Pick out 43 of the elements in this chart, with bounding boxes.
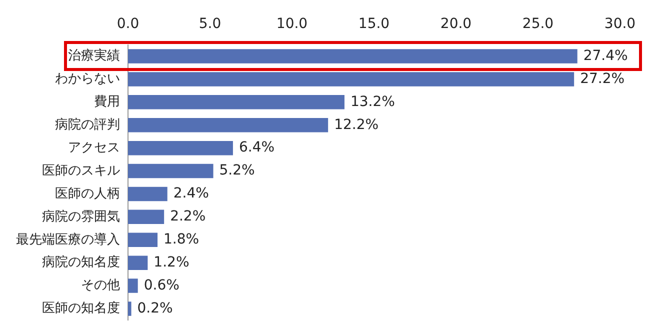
bar xyxy=(128,210,164,224)
x-tick-label: 25.0 xyxy=(522,16,554,32)
data-label: 0.6% xyxy=(144,277,180,294)
bar xyxy=(128,49,578,64)
data-label: 1.2% xyxy=(154,254,190,270)
data-label: 0.2% xyxy=(137,300,173,316)
y-tick-label: 費用 xyxy=(94,94,120,110)
bar xyxy=(128,72,574,86)
bar xyxy=(128,95,344,110)
data-label: 2.4% xyxy=(173,186,209,202)
data-label: 1.8% xyxy=(164,232,200,248)
data-label: 5.2% xyxy=(219,162,255,179)
y-tick-label: その他 xyxy=(81,278,120,294)
x-tick-label: 5.0 xyxy=(198,16,222,32)
y-tick-label: 医師の人柄 xyxy=(55,186,120,202)
y-tick-label: 最先端医療の導入 xyxy=(16,232,120,248)
x-tick-label: 0.0 xyxy=(116,16,140,32)
y-tick-label: 病院の知名度 xyxy=(42,254,120,270)
x-tick-label: 10.0 xyxy=(276,16,308,32)
x-tick-label: 20.0 xyxy=(440,16,472,32)
y-tick-label: 病院の雰囲気 xyxy=(42,209,120,224)
bar xyxy=(128,186,168,202)
bar xyxy=(128,302,132,316)
data-label: 6.4% xyxy=(238,140,275,156)
bar xyxy=(128,232,158,247)
y-tick-label: 治療実績 xyxy=(68,48,120,64)
data-label: 27.2% xyxy=(580,70,625,87)
bar xyxy=(128,164,214,178)
bar xyxy=(128,256,148,270)
data-label: 13.2% xyxy=(350,94,395,110)
x-tick-label: 30.0 xyxy=(604,16,636,32)
bar xyxy=(128,118,328,132)
y-tick-label: 病院の評判 xyxy=(55,118,120,132)
y-tick-label: わからない xyxy=(55,72,120,87)
data-label: 2.2% xyxy=(170,208,206,225)
y-tick-label: 医師の知名度 xyxy=(42,300,120,316)
x-tick-label: 15.0 xyxy=(358,16,390,32)
bar xyxy=(128,140,233,156)
bar xyxy=(128,278,138,293)
data-label: 27.4% xyxy=(583,48,628,64)
data-label: 12.2% xyxy=(334,116,379,133)
y-tick-label: アクセス xyxy=(68,140,120,156)
y-tick-label: 医師のスキル xyxy=(42,163,120,178)
